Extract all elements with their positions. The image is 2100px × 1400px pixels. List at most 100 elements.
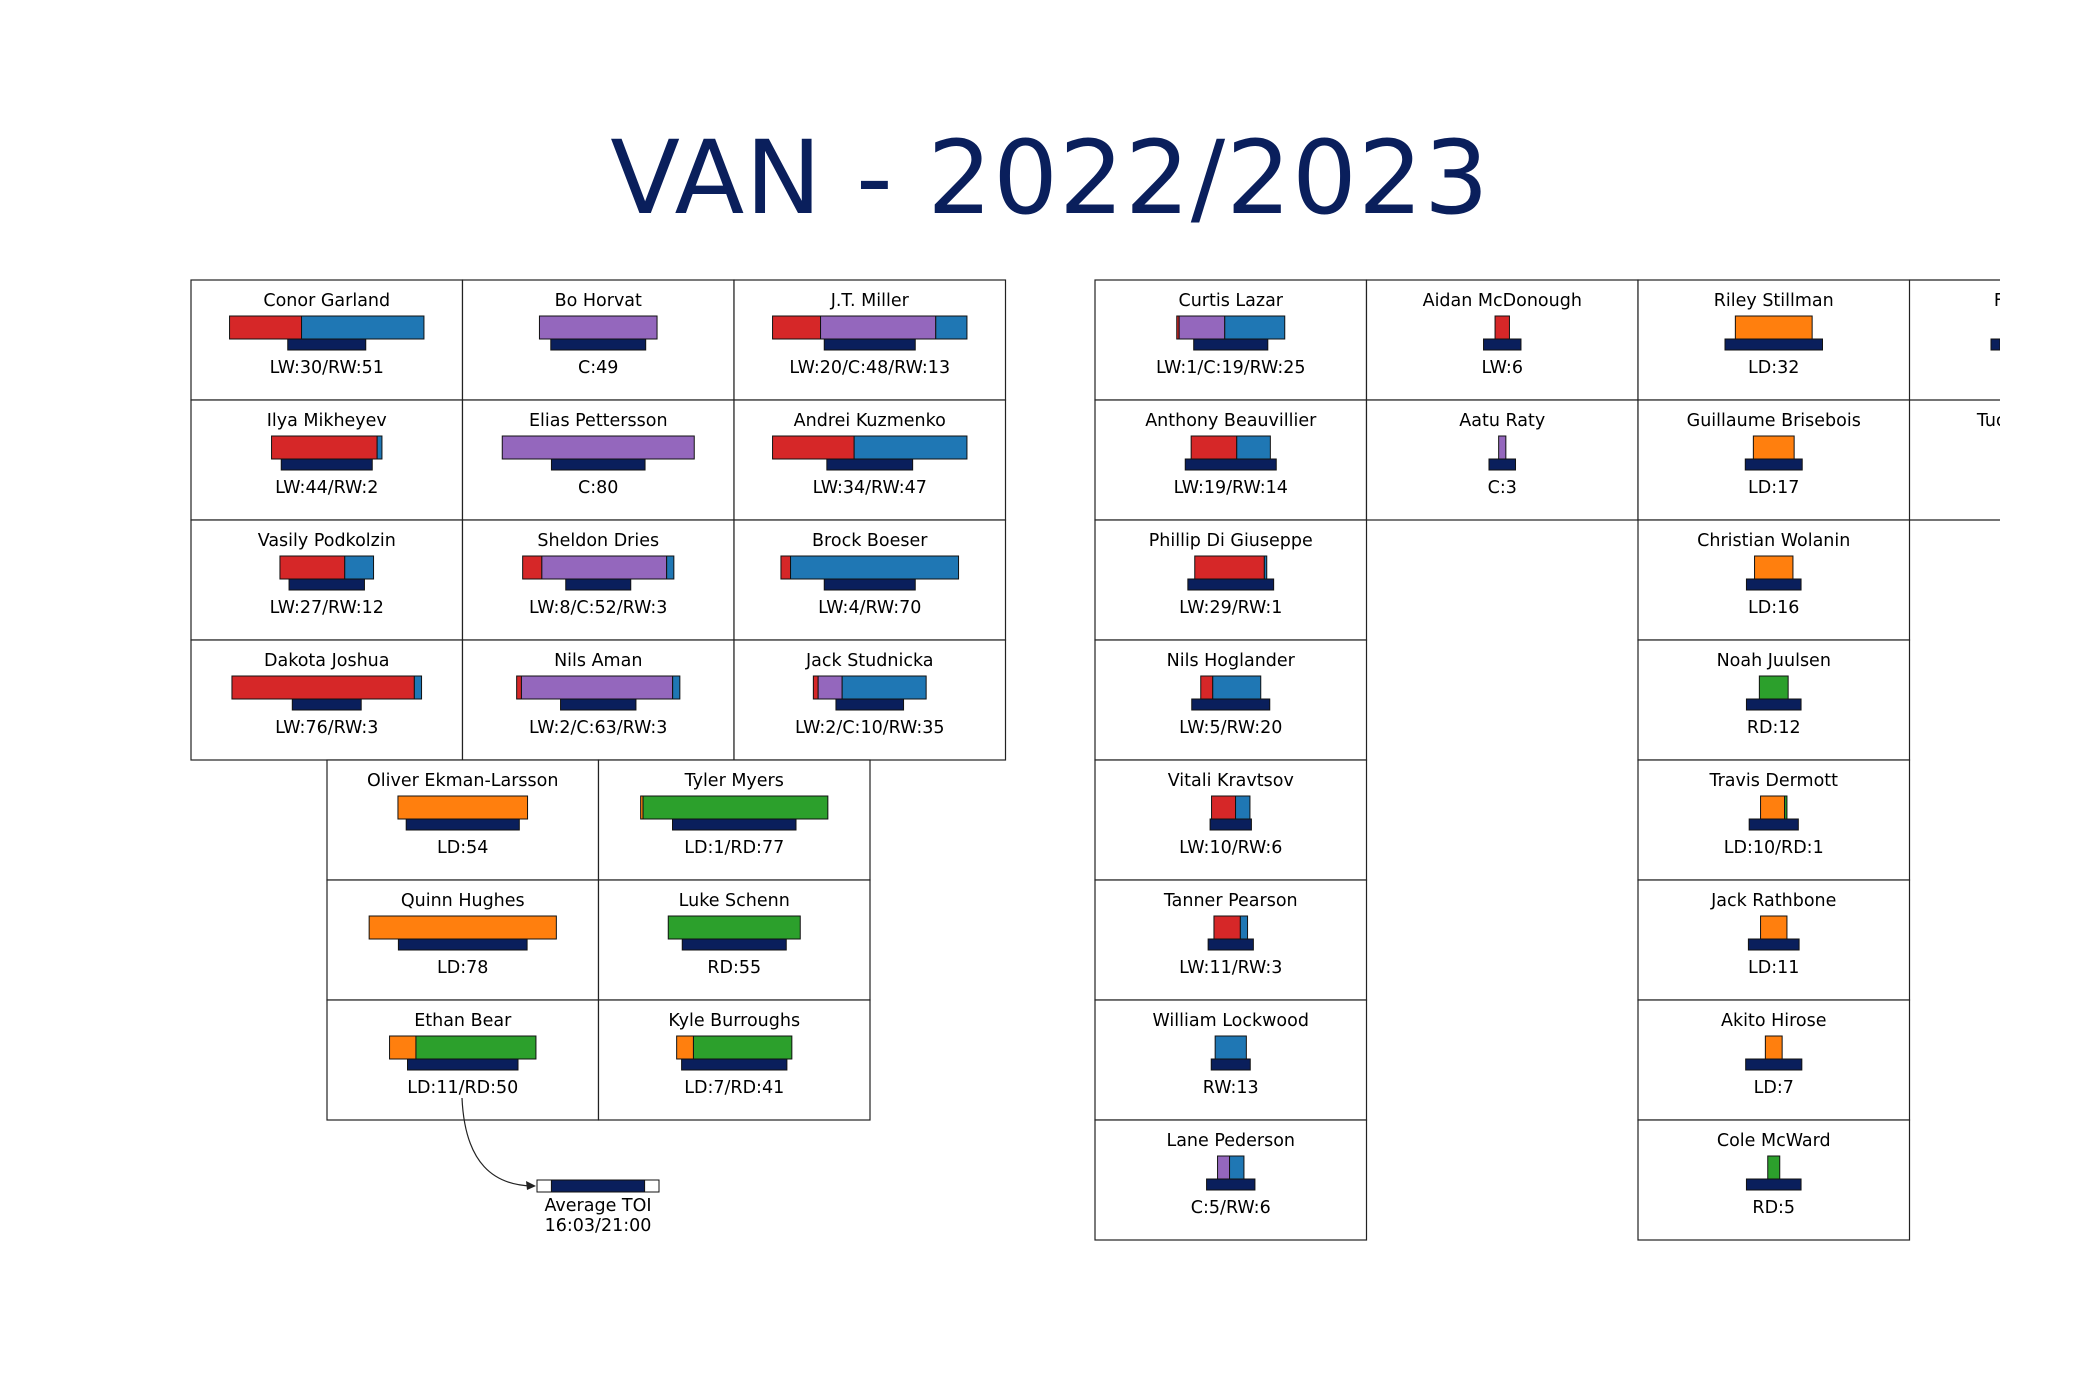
position-bar-ld <box>1754 555 1794 580</box>
position-bar-lw <box>1200 675 1214 700</box>
position-bar-c <box>1498 435 1507 460</box>
position-label: C:3 <box>1488 478 1517 498</box>
position-label: LD:2/RD:2 <box>2001 358 2090 378</box>
player-cell-brock-boeser: Brock Boeser LW:4/RW:70 <box>733 519 1007 641</box>
position-bar-ld <box>1764 1035 1783 1060</box>
toi-bar <box>672 818 797 831</box>
player-cell-bo-horvat: Bo Horvat C:49 <box>461 279 735 401</box>
player-name: Elias Pettersson <box>529 411 668 431</box>
player-cell-phillip-di-giuseppe: Phillip Di Giuseppe LW:29/RW:1 <box>1094 519 1368 641</box>
legend-arrow <box>461 1097 533 1187</box>
position-bar-c <box>520 675 674 700</box>
player-cell-nils-hoglander: Nils Hoglander LW:5/RW:20 <box>1094 639 1368 761</box>
toi-bar <box>1483 338 1522 351</box>
player-name: Curtis Lazar <box>1179 291 1284 311</box>
toi-bar <box>1747 938 1800 951</box>
player-name: Anthony Beauvillier <box>1145 411 1317 431</box>
player-name: Conor Garland <box>263 291 390 311</box>
position-label: LW:8/C:52/RW:3 <box>529 598 667 618</box>
position-label: LW:5/RW:20 <box>1179 718 1282 738</box>
toi-bar <box>1724 338 1823 351</box>
toi-bar <box>826 458 914 471</box>
position-bar-rw <box>666 555 675 580</box>
position-label: LW:44/RW:2 <box>275 478 378 498</box>
player-name: Quinn Hughes <box>401 891 525 911</box>
player-cell-christian-wolanin: Christian Wolanin LD:16 <box>1637 519 1911 641</box>
player-name: Travis Dermott <box>1708 771 1838 791</box>
toi-bar <box>1990 338 2000 351</box>
position-label: LW:2/C:63/RW:3 <box>529 718 667 738</box>
position-bar-rw <box>344 555 375 580</box>
player-cell-ilya-mikheyev: Ilya Mikheyev LW:44/RW:2 <box>190 399 464 521</box>
position-label: RD:5 <box>1752 1198 1795 1218</box>
player-cell-akito-hirose: Akito Hirose LD:7 <box>1637 999 1911 1121</box>
player-cell-tyler-myers: Tyler Myers LD:1/RD:77 <box>597 759 871 881</box>
player-cell-nils-aman: Nils Aman LW:2/C:63/RW:3 <box>461 639 735 761</box>
player-cell-luke-schenn: Luke Schenn RD:55 <box>597 879 871 1001</box>
player-name: Brock Boeser <box>812 531 928 551</box>
player-cell-noah-juulsen: Noah Juulsen RD:12 <box>1637 639 1911 761</box>
position-label: LW:2/C:10/RW:35 <box>795 718 945 738</box>
player-name: Nils Hoglander <box>1167 651 1296 671</box>
player-cell-vasily-podkolzin: Vasily Podkolzin LW:27/RW:12 <box>190 519 464 641</box>
player-cell-riley-stillman: Riley Stillman LD:32 <box>1637 279 1911 401</box>
position-bar-rw <box>1235 795 1251 820</box>
toi-bar <box>550 338 647 351</box>
toi-legend-value: 16:03/21:00 <box>545 1216 652 1236</box>
player-name: Andrei Kuzmenko <box>794 411 946 431</box>
player-cell-jack-rathbone: Jack Rathbone LD:11 <box>1637 879 1911 1001</box>
player-name: Ethan Bear <box>414 1011 512 1031</box>
player-name: Vasily Podkolzin <box>258 531 396 551</box>
position-label: LD:78 <box>437 958 488 978</box>
position-bar-rw <box>1224 315 1286 340</box>
player-cell-oliver-ekman-larsson: Oliver Ekman-Larsson LD:54 <box>326 759 600 881</box>
toi-bar <box>287 338 367 351</box>
player-cell-aatu-raty: Aatu Raty C:3 <box>1365 399 1639 521</box>
player-name: Christian Wolanin <box>1697 531 1850 551</box>
position-bar-ld <box>397 795 529 820</box>
position-label: RD:55 <box>707 958 761 978</box>
position-label: LD:7/RD:41 <box>684 1078 784 1098</box>
position-label: LW:34/RW:47 <box>813 478 927 498</box>
toi-bar <box>1206 1178 1256 1191</box>
position-bar-c <box>501 435 695 460</box>
toi-legend-fill <box>550 1179 646 1193</box>
toi-bar <box>1210 1058 1251 1071</box>
position-label: LW:11/RW:3 <box>1179 958 1282 978</box>
player-name: Tucker Poolman <box>1976 411 2100 431</box>
toi-bar <box>835 698 905 711</box>
position-bar-rw <box>790 555 960 580</box>
position-label: C:49 <box>578 358 618 378</box>
position-bar-rd <box>1767 1155 1781 1180</box>
toi-bar <box>1745 578 1802 591</box>
position-bar-lw <box>780 555 792 580</box>
player-cell-guillaume-brisebois: Guillaume Brisebois LD:17 <box>1637 399 1911 521</box>
toi-bar <box>1193 338 1269 351</box>
player-name: J.T. Miller <box>830 291 910 311</box>
position-bar-lw <box>1494 315 1510 340</box>
position-bar-lw <box>229 315 303 340</box>
toi-bar <box>823 578 916 591</box>
player-name: Kyle Burroughs <box>668 1011 800 1031</box>
player-name: Tanner Pearson <box>1163 891 1298 911</box>
player-cell-curtis-lazar: Curtis Lazar LW:1/C:19/RW:25 <box>1094 279 1368 401</box>
position-label: LW:1/C:19/RW:25 <box>1156 358 1306 378</box>
player-cell-kyle-burroughs: Kyle Burroughs LD:7/RD:41 <box>597 999 871 1121</box>
position-bar-lw <box>522 555 543 580</box>
position-label: LD:10/RD:1 <box>1724 838 1824 858</box>
position-bar-rd <box>692 1035 793 1060</box>
position-label: LD:32 <box>1748 358 1799 378</box>
position-bar-rw <box>935 315 968 340</box>
position-bar-rw <box>1229 1155 1245 1180</box>
toi-bar <box>823 338 916 351</box>
toi-bar <box>681 1058 788 1071</box>
player-name: Phillip Di Giuseppe <box>1149 531 1313 551</box>
position-bar-rw <box>1236 435 1271 460</box>
position-bar-rd <box>642 795 829 820</box>
position-label: LW:20/C:48/RW:13 <box>789 358 950 378</box>
player-cell-william-lockwood: William Lockwood RW:13 <box>1094 999 1368 1121</box>
position-label: RD:3 <box>2024 478 2067 498</box>
player-name: Jack Rathbone <box>1710 891 1836 911</box>
